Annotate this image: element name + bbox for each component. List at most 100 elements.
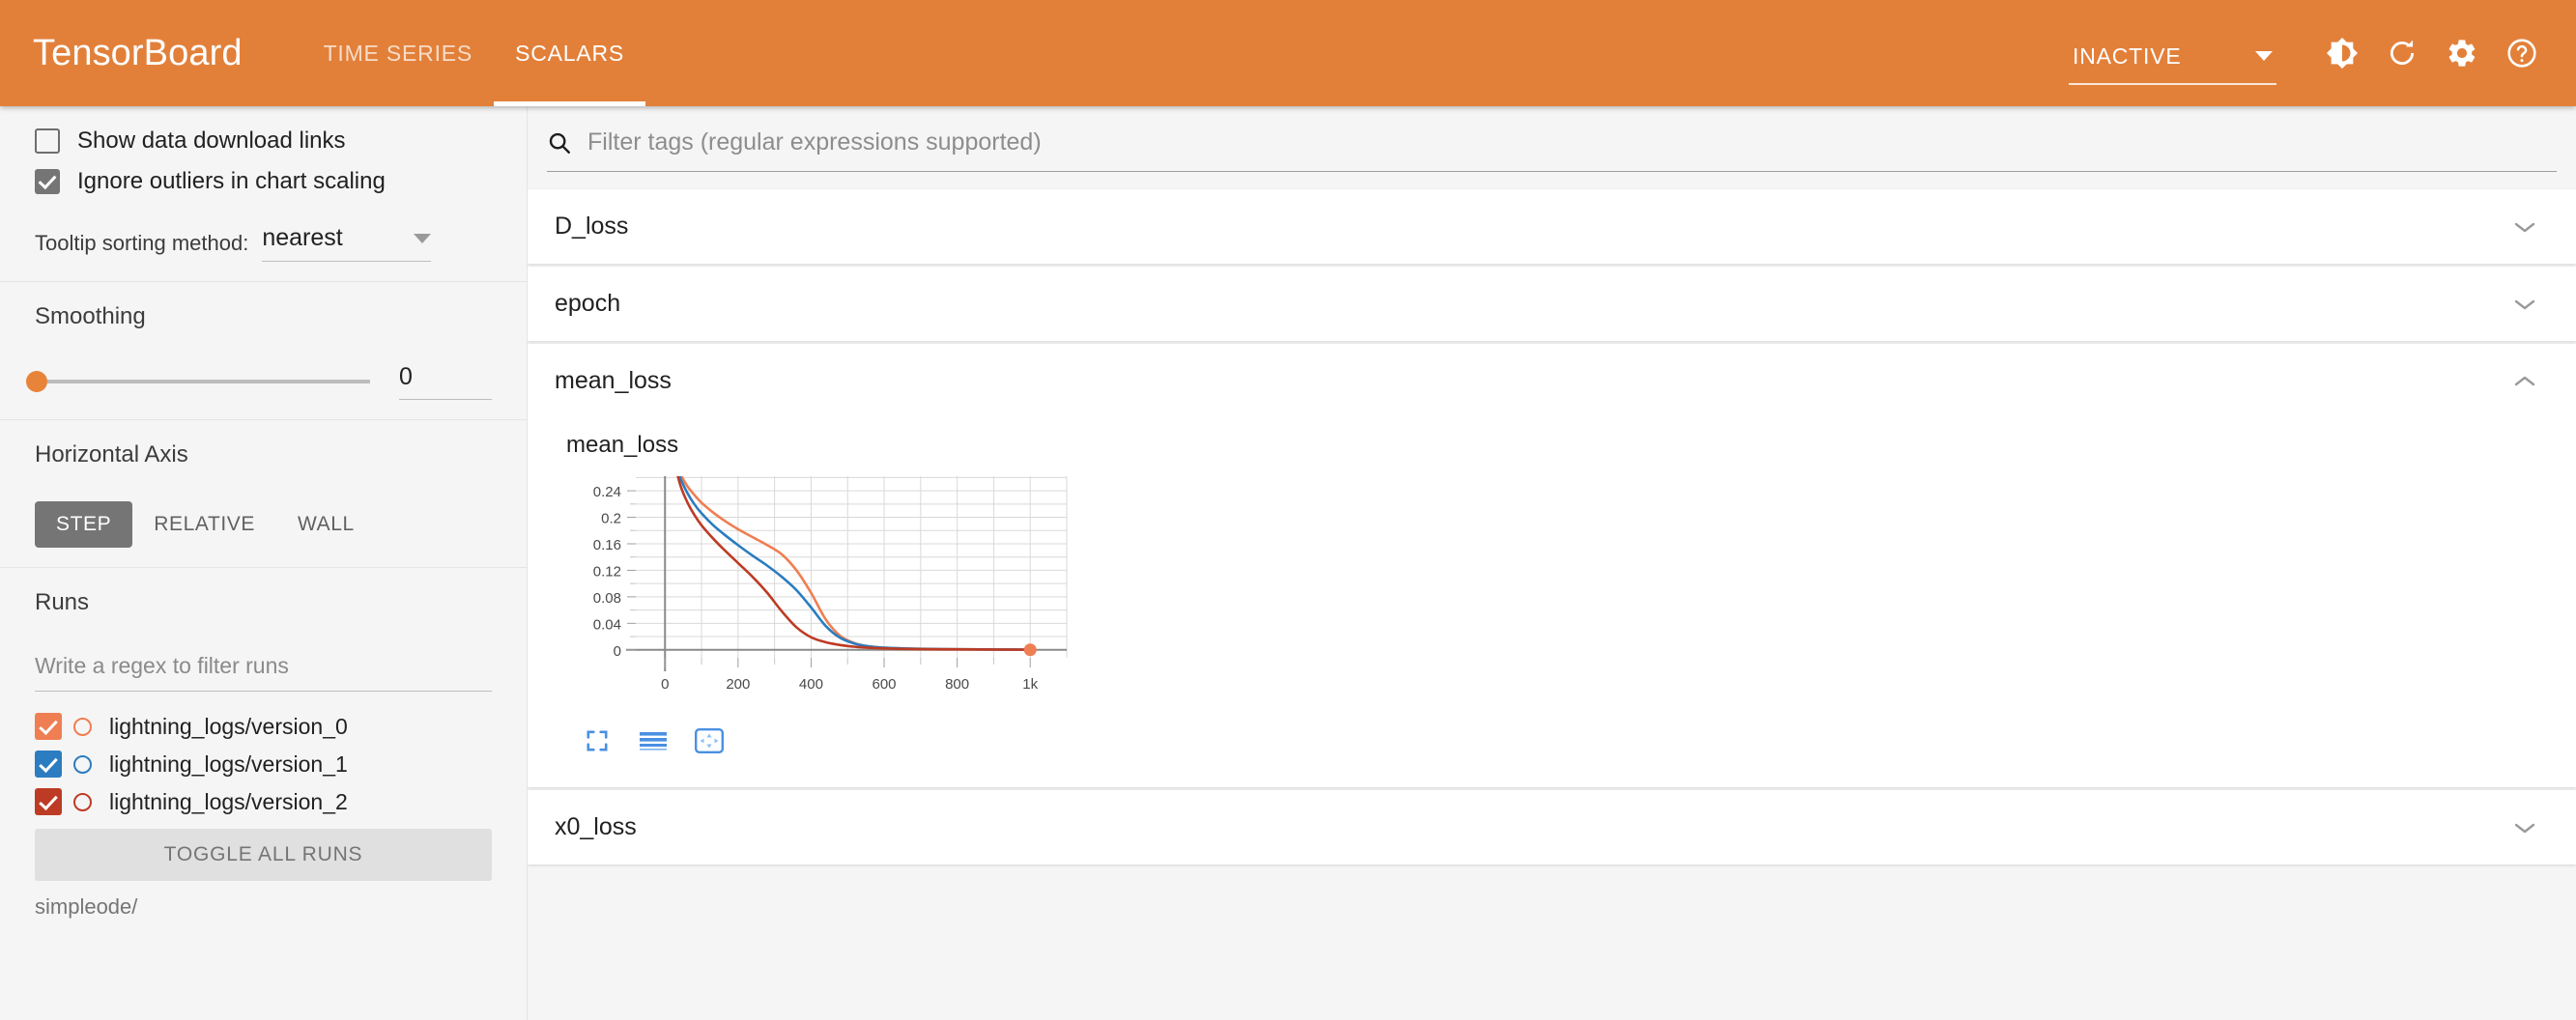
brightness-icon[interactable] bbox=[2315, 26, 2369, 80]
svg-text:600: 600 bbox=[873, 676, 897, 693]
run-checkbox[interactable] bbox=[35, 751, 62, 778]
svg-text:0.16: 0.16 bbox=[593, 537, 621, 553]
tab-time-series[interactable]: TIME SERIES bbox=[323, 40, 473, 66]
header-actions: INACTIVE bbox=[2069, 0, 2576, 106]
run-label: lightning_logs/version_2 bbox=[109, 788, 348, 814]
svg-text:0: 0 bbox=[661, 676, 669, 693]
tag-title: x0_loss bbox=[555, 813, 637, 840]
chevron-down-icon[interactable] bbox=[2512, 297, 2537, 312]
ignore-outliers-checkbox[interactable] bbox=[35, 169, 60, 194]
run-status-label: INACTIVE bbox=[2073, 42, 2182, 69]
app-header: TensorBoard TIME SERIES SCALARS INACTIVE bbox=[0, 0, 2576, 106]
smoothing-value[interactable]: 0 bbox=[399, 363, 492, 400]
settings-sidebar: Show data download links Ignore outliers… bbox=[0, 106, 528, 1020]
toggle-all-runs-button[interactable]: TOGGLE ALL RUNS bbox=[35, 829, 492, 881]
show-download-links-label: Show data download links bbox=[77, 128, 346, 154]
svg-text:400: 400 bbox=[799, 676, 823, 693]
chart-title: mean_loss bbox=[566, 432, 679, 458]
run-item-version-0[interactable]: lightning_logs/version_0 bbox=[35, 713, 492, 740]
tag-header-mean-loss[interactable]: mean_loss bbox=[528, 344, 2576, 418]
chart-plot[interactable]: 0 0.04 0.08 0.12 0.16 0.2 0.24 0 200 400 600 800 1k bbox=[551, 468, 1084, 710]
show-download-links-checkbox[interactable] bbox=[35, 128, 60, 154]
tag-body-mean-loss: mean_loss 0 0.04 0.08 0.12 0.16 0.2 0.24 0 200 40… bbox=[528, 418, 2576, 787]
tag-card-d-loss: D_loss bbox=[528, 189, 2576, 264]
data-series-icon[interactable] bbox=[634, 723, 673, 758]
smoothing-title: Smoothing bbox=[35, 303, 146, 329]
svg-text:1k: 1k bbox=[1022, 676, 1038, 693]
tag-header-d-loss[interactable]: D_loss bbox=[528, 189, 2576, 264]
app-brand: TensorBoard bbox=[33, 32, 243, 73]
svg-text:800: 800 bbox=[945, 676, 969, 693]
display-options-section: Show data download links Ignore outliers… bbox=[0, 106, 527, 282]
scalar-chart-card: mean_loss 0 0.04 0.08 0.12 0.16 0.2 0.24 0 200 40… bbox=[551, 418, 1084, 758]
ignore-outliers-label: Ignore outliers in chart scaling bbox=[77, 168, 386, 194]
tooltip-sorting-row: Tooltip sorting method: nearest bbox=[35, 224, 492, 262]
chevron-up-icon[interactable] bbox=[2512, 374, 2537, 389]
tooltip-sorting-value: nearest bbox=[262, 224, 343, 251]
tag-card-epoch: epoch bbox=[528, 267, 2576, 341]
tab-scalars[interactable]: SCALARS bbox=[494, 0, 646, 106]
tag-filter-bar bbox=[547, 128, 2557, 172]
ignore-outliers-row[interactable]: Ignore outliers in chart scaling bbox=[35, 168, 492, 195]
run-color-circle bbox=[73, 717, 92, 736]
smoothing-section: Smoothing 0 bbox=[0, 282, 527, 420]
search-icon bbox=[547, 130, 572, 156]
runs-list: lightning_logs/version_0 lightning_logs/… bbox=[35, 713, 492, 815]
run-item-version-1[interactable]: lightning_logs/version_1 bbox=[35, 751, 492, 778]
run-color-circle bbox=[73, 754, 92, 774]
tag-filter-input[interactable] bbox=[586, 128, 2557, 157]
runs-section: Runs lightning_logs/version_0 lightning_… bbox=[0, 568, 527, 939]
chart-svg[interactable]: 0 0.04 0.08 0.12 0.16 0.2 0.24 0 200 400 600 800 1k bbox=[551, 468, 1084, 710]
tooltip-sorting-select[interactable]: nearest bbox=[262, 224, 432, 262]
runs-filter-input[interactable] bbox=[35, 649, 492, 692]
tag-title: epoch bbox=[555, 290, 621, 317]
horizontal-axis-title: Horizontal Axis bbox=[35, 441, 188, 468]
run-checkbox[interactable] bbox=[35, 713, 62, 740]
chevron-down-icon[interactable] bbox=[2512, 820, 2537, 836]
gear-icon[interactable] bbox=[2435, 26, 2489, 80]
show-download-links-row[interactable]: Show data download links bbox=[35, 128, 492, 155]
pan-icon[interactable] bbox=[690, 723, 729, 758]
tag-title: mean_loss bbox=[555, 367, 672, 394]
svg-text:0.2: 0.2 bbox=[601, 511, 621, 527]
axis-option-step[interactable]: STEP bbox=[35, 501, 133, 548]
svg-text:0: 0 bbox=[614, 643, 621, 660]
chart-toolbar bbox=[578, 723, 1084, 758]
tag-card-mean-loss: mean_loss mean_loss 0 0.04 0.08 0.12 0.16 0.2… bbox=[528, 344, 2576, 787]
horizontal-axis-section: Horizontal Axis STEP RELATIVE WALL bbox=[0, 420, 527, 568]
svg-text:0.12: 0.12 bbox=[593, 563, 621, 580]
logdir-path: simpleode/ bbox=[35, 894, 138, 919]
chevron-down-icon[interactable] bbox=[2512, 219, 2537, 235]
svg-text:0.04: 0.04 bbox=[593, 616, 621, 633]
svg-text:200: 200 bbox=[726, 676, 750, 693]
runs-title: Runs bbox=[35, 589, 90, 615]
axis-option-relative[interactable]: RELATIVE bbox=[154, 513, 256, 535]
tag-title: D_loss bbox=[555, 212, 629, 240]
run-status-select[interactable]: INACTIVE bbox=[2069, 43, 2276, 85]
horizontal-axis-options: STEP RELATIVE WALL bbox=[35, 501, 492, 548]
tag-header-x0-loss[interactable]: x0_loss bbox=[528, 790, 2576, 864]
tag-header-epoch[interactable]: epoch bbox=[528, 267, 2576, 341]
chevron-down-icon bbox=[414, 233, 432, 243]
chevron-down-icon bbox=[2255, 51, 2273, 61]
run-color-circle bbox=[73, 792, 92, 811]
fullscreen-icon[interactable] bbox=[578, 723, 616, 758]
svg-text:0.08: 0.08 bbox=[593, 590, 621, 607]
run-label: lightning_logs/version_1 bbox=[109, 751, 348, 777]
axis-option-wall[interactable]: WALL bbox=[298, 513, 355, 535]
smoothing-row: 0 bbox=[26, 363, 492, 400]
nav-tabs: TIME SERIES SCALARS bbox=[302, 0, 646, 106]
tag-card-x0-loss: x0_loss bbox=[528, 790, 2576, 864]
main-content: D_loss epoch mean_loss bbox=[528, 106, 2576, 1020]
svg-text:0.24: 0.24 bbox=[593, 484, 621, 500]
run-label: lightning_logs/version_0 bbox=[109, 713, 348, 739]
run-item-version-2[interactable]: lightning_logs/version_2 bbox=[35, 788, 492, 815]
tooltip-sorting-label: Tooltip sorting method: bbox=[35, 230, 249, 255]
smoothing-slider-thumb[interactable] bbox=[26, 371, 47, 392]
help-icon[interactable] bbox=[2495, 26, 2549, 80]
refresh-icon[interactable] bbox=[2375, 26, 2429, 80]
tag-accordion: D_loss epoch mean_loss bbox=[528, 189, 2576, 864]
run-checkbox[interactable] bbox=[35, 788, 62, 815]
smoothing-slider[interactable] bbox=[26, 371, 370, 392]
